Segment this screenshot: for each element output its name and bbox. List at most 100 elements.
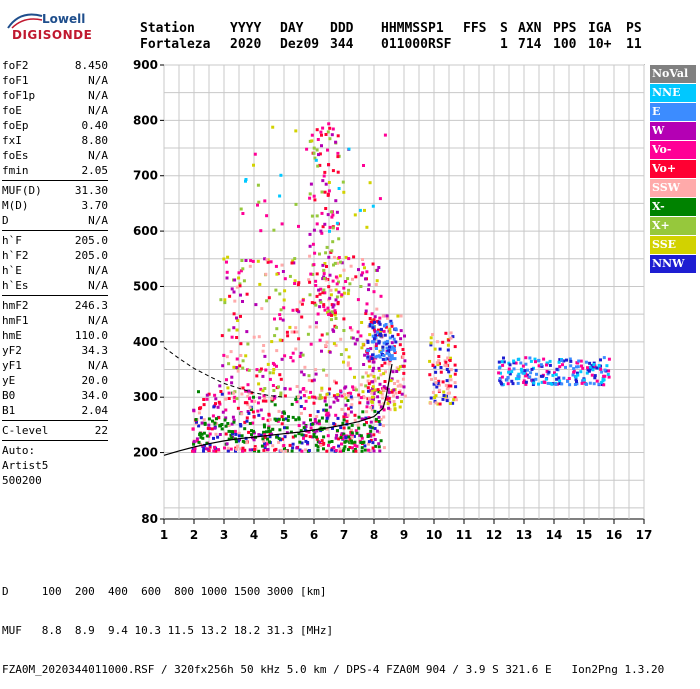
echo-point <box>336 151 340 155</box>
header-label: HHMMSS <box>381 21 428 36</box>
echo-point <box>316 164 320 168</box>
echo-point <box>360 436 364 440</box>
echo-point <box>313 419 317 423</box>
echo-point <box>400 392 404 396</box>
param-separator <box>2 230 108 231</box>
echo-point <box>366 379 370 383</box>
echo-point <box>348 326 352 330</box>
echo-point <box>237 439 240 443</box>
header-value: 2020 <box>230 37 262 52</box>
echo-point <box>294 418 298 422</box>
param-value: 8.450 <box>74 59 108 72</box>
echo-point <box>386 316 389 320</box>
echo-point <box>300 441 304 445</box>
echo-point <box>351 433 355 437</box>
echo-point <box>191 448 195 452</box>
echo-point <box>348 367 352 371</box>
echo-point <box>297 337 301 341</box>
param-label: yE <box>2 374 16 387</box>
param-row: yF1 N/A <box>2 358 108 373</box>
param-row: h`F 205.0 <box>2 233 108 248</box>
echo-point <box>308 192 312 196</box>
echo-point <box>446 391 450 395</box>
echo-point <box>265 299 269 303</box>
echo-point <box>326 311 330 315</box>
echo-point <box>253 152 257 156</box>
echo-point <box>497 360 501 364</box>
echo-point <box>346 292 350 296</box>
echo-point <box>265 430 268 434</box>
echo-point <box>315 437 319 441</box>
echo-point <box>390 324 394 328</box>
echo-point <box>581 379 585 383</box>
echo-point <box>199 435 203 439</box>
echo-point <box>371 385 375 389</box>
param-row: M(D) 3.70 <box>2 198 108 213</box>
echo-point <box>302 433 306 437</box>
echo-point <box>315 429 319 433</box>
echo-point <box>431 390 435 394</box>
echo-point <box>354 449 358 453</box>
echo-point <box>389 379 393 383</box>
echo-point <box>220 334 224 338</box>
echo-point <box>433 347 437 351</box>
echo-point <box>271 444 275 448</box>
header-value: 714 <box>518 37 542 52</box>
echo-point <box>343 412 347 416</box>
echo-point <box>585 371 589 375</box>
echo-point <box>323 396 327 400</box>
echo-point <box>243 448 247 452</box>
echo-point <box>571 373 575 377</box>
echo-point <box>319 229 323 233</box>
echo-point <box>327 309 331 313</box>
echo-point <box>600 370 604 374</box>
echo-point <box>315 222 319 226</box>
echo-point <box>273 334 277 338</box>
header-label: AXN <box>518 21 542 36</box>
echo-point <box>379 350 383 354</box>
echo-point <box>449 378 453 382</box>
echo-point <box>289 356 293 359</box>
echo-point <box>328 137 332 141</box>
echo-point <box>441 380 445 384</box>
header-label: S <box>500 21 508 36</box>
echo-point <box>324 207 328 210</box>
echo-point <box>308 280 312 284</box>
echo-point <box>321 442 325 446</box>
echo-point <box>370 312 374 316</box>
echo-point <box>260 307 264 311</box>
echo-point <box>320 396 324 400</box>
echo-point <box>429 341 433 345</box>
echo-point <box>316 440 320 444</box>
echo-point <box>275 327 279 331</box>
echo-point <box>197 390 200 394</box>
echo-point <box>259 433 263 437</box>
echo-point <box>507 361 511 365</box>
echo-point <box>293 257 297 261</box>
echo-point <box>313 431 317 435</box>
echo-point <box>369 406 373 409</box>
echo-point <box>393 349 396 353</box>
echo-point <box>429 343 433 347</box>
echo-point <box>575 371 579 375</box>
param-value: N/A <box>88 264 108 277</box>
echo-point <box>381 334 385 338</box>
echo-point <box>542 380 546 384</box>
echo-point <box>340 407 344 411</box>
echo-point <box>392 346 396 350</box>
echo-point <box>437 379 441 383</box>
echo-point <box>359 285 363 288</box>
echo-point <box>318 305 322 309</box>
param-row: D N/A <box>2 213 108 228</box>
echo-point <box>519 367 523 371</box>
echo-point <box>333 324 337 328</box>
echo-point <box>588 381 592 385</box>
echo-point <box>241 300 244 303</box>
echo-point <box>298 300 302 304</box>
echo-point <box>229 433 233 437</box>
echo-point <box>400 400 403 404</box>
echo-point <box>373 438 377 441</box>
echo-point <box>303 365 307 369</box>
echo-point <box>397 391 401 394</box>
echo-point <box>330 318 333 322</box>
